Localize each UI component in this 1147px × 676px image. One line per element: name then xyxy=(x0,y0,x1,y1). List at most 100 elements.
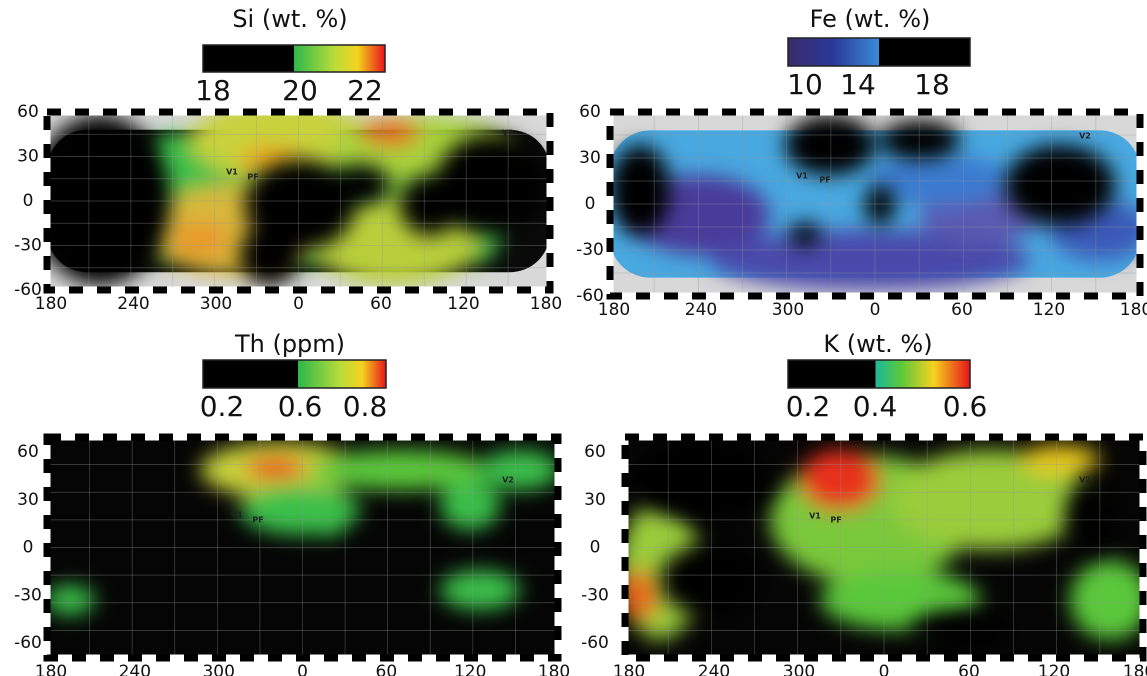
map xyxy=(606,108,1144,300)
map-image xyxy=(625,437,1143,658)
dark-region xyxy=(880,120,960,160)
x-tick-label: 180 xyxy=(1123,662,1147,676)
dark-region xyxy=(785,115,875,175)
colorbar-tick-label: 0.8 xyxy=(343,390,388,423)
map-label: V1 xyxy=(231,511,243,520)
dark-region xyxy=(865,185,895,225)
x-tick-label: 300 xyxy=(783,662,815,676)
x-tick-label: 240 xyxy=(119,662,151,676)
map-label: V2 xyxy=(502,129,514,138)
colorbar xyxy=(787,359,971,389)
map xyxy=(43,108,554,294)
dark-region xyxy=(610,145,670,235)
x-tick-label: 120 xyxy=(1038,662,1070,676)
y-tick-label: 60 xyxy=(584,442,606,462)
blob xyxy=(47,585,95,615)
blob xyxy=(440,480,500,530)
map-label: V2 xyxy=(502,476,514,485)
y-tick-label: 60 xyxy=(579,102,601,122)
blob xyxy=(315,513,345,537)
map-frame-dashes xyxy=(606,108,1144,300)
y-tick-label: -60 xyxy=(14,280,42,300)
x-tick-label: 180 xyxy=(35,294,67,314)
colorbar xyxy=(202,44,386,73)
y-tick-label: -30 xyxy=(581,585,609,605)
blobs xyxy=(47,442,558,615)
colorbar-tick-label: 0.6 xyxy=(278,390,323,423)
blob xyxy=(480,450,558,490)
colorbar xyxy=(787,37,971,67)
dark-regions xyxy=(630,440,1115,650)
colorbar-tick-label: 0.2 xyxy=(786,390,831,423)
map-label: PF xyxy=(252,516,263,525)
map-label: PF xyxy=(247,173,258,182)
y-tick-label: 0 xyxy=(590,538,601,558)
x-tick-label: 300 xyxy=(202,662,234,676)
dark-region xyxy=(660,545,760,615)
dark-region xyxy=(1065,480,1115,550)
x-tick-label: 60 xyxy=(951,300,973,320)
dark-region xyxy=(435,135,545,235)
x-tick-label: 120 xyxy=(447,294,479,314)
dark-regions xyxy=(47,115,545,285)
dark-regions xyxy=(610,115,1115,247)
dark-region xyxy=(240,225,300,285)
map-image xyxy=(610,112,1140,296)
blob xyxy=(870,155,1010,205)
x-tick-label: 180 xyxy=(35,662,67,676)
x-tick-label: 180 xyxy=(1120,300,1147,320)
colorbar-tick-label: 0.6 xyxy=(943,390,988,423)
x-tick-label: 180 xyxy=(530,294,562,314)
x-tick-label: 120 xyxy=(454,662,486,676)
map-label: V1 xyxy=(226,168,238,177)
map-frame-dashes xyxy=(621,433,1147,662)
blob xyxy=(440,570,520,610)
dark-region xyxy=(910,610,1010,650)
blob xyxy=(310,450,490,490)
x-tick-label: 180 xyxy=(538,662,570,676)
blob xyxy=(1020,445,1100,475)
map-label: V2 xyxy=(1079,476,1091,485)
blob xyxy=(710,230,1030,290)
dark-region xyxy=(790,223,820,247)
y-tick-label: 60 xyxy=(17,102,39,122)
x-tick-label: 0 xyxy=(293,294,304,314)
blob xyxy=(625,570,660,620)
y-tick-label: -30 xyxy=(576,240,604,260)
x-tick-label: 180 xyxy=(598,300,630,320)
blob xyxy=(1070,560,1143,640)
colorbar-tick-label: 18 xyxy=(195,74,231,107)
panel-title: Si (wt. %) xyxy=(232,5,347,33)
y-tick-label: 60 xyxy=(17,442,39,462)
map xyxy=(621,433,1147,662)
y-tick-label: 30 xyxy=(17,490,39,510)
colorbar-tick-label: 22 xyxy=(347,74,383,107)
colorbar xyxy=(202,359,387,389)
map-label: PF xyxy=(819,176,830,185)
y-tick-label: 30 xyxy=(579,148,601,168)
x-tick-label: 240 xyxy=(117,294,149,314)
colorbar-tick-label: 20 xyxy=(282,74,318,107)
blobs xyxy=(630,155,1140,290)
blob xyxy=(245,456,305,480)
y-tick-label: 30 xyxy=(584,490,606,510)
map-label: PF xyxy=(830,516,841,525)
y-tick-label: -30 xyxy=(14,585,42,605)
colorbar-tick-label: 10 xyxy=(787,68,823,101)
map-frame-dashes xyxy=(43,108,554,294)
y-tick-label: -60 xyxy=(14,633,42,653)
y-tick-label: 0 xyxy=(585,194,596,214)
map-frame-dashes xyxy=(43,433,562,662)
y-tick-label: -60 xyxy=(581,633,609,653)
x-tick-label: 300 xyxy=(200,294,232,314)
map-label: V1 xyxy=(809,512,821,521)
x-tick-label: 0 xyxy=(870,300,881,320)
y-tick-label: 0 xyxy=(23,191,34,211)
x-tick-label: 120 xyxy=(1033,300,1065,320)
panel-title: Th (ppm) xyxy=(234,330,345,358)
x-tick-label: 0 xyxy=(297,662,308,676)
x-tick-label: 0 xyxy=(879,662,890,676)
x-tick-label: 60 xyxy=(376,662,398,676)
blob xyxy=(170,222,230,258)
